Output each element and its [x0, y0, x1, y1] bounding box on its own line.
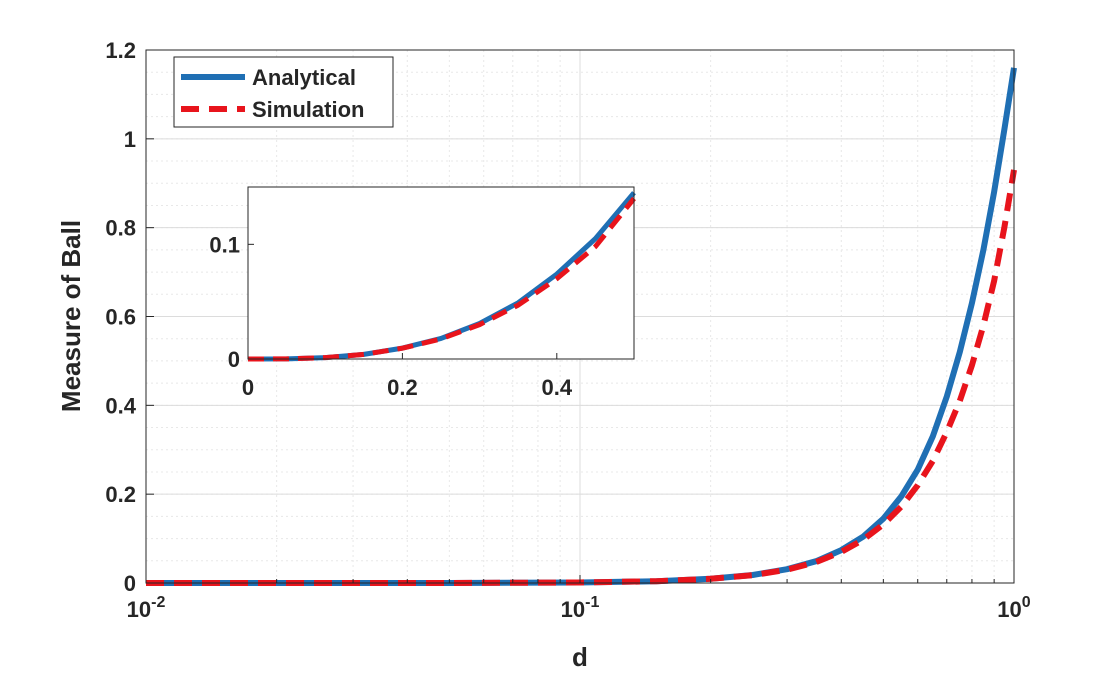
- legend-label-simulation: Simulation: [252, 97, 364, 122]
- y-tick-label: 1.2: [105, 38, 136, 63]
- legend: Analytical Simulation: [173, 56, 394, 128]
- inset-ticks: 0 0.1 0 0.2 0.4: [209, 232, 572, 400]
- inset-y-tick-label: 0.1: [209, 232, 240, 257]
- inset-x-tick-label: 0.4: [542, 375, 573, 400]
- legend-label-analytical: Analytical: [252, 65, 356, 90]
- inset-y-tick-label: 0: [228, 347, 240, 372]
- y-axis-label: Measure of Ball: [56, 220, 86, 412]
- x-axis-label: d: [572, 642, 588, 672]
- y-tick-label: 0.4: [105, 393, 136, 418]
- legend-box: [173, 56, 394, 128]
- inset-x-tick-label: 0: [242, 375, 254, 400]
- y-tick-label: 0.2: [105, 482, 136, 507]
- y-tick-label: 0.8: [105, 216, 136, 241]
- inset-series-group: [247, 191, 636, 362]
- inset-plot-frame: [247, 186, 635, 360]
- y-tick-label: 0: [124, 571, 136, 596]
- inset-background: [248, 187, 634, 359]
- series-line-analytical: [146, 67, 1017, 586]
- y-tick-label: 1: [124, 127, 136, 152]
- x-tick-label: 100: [997, 594, 1030, 622]
- main-series-group: [146, 67, 1017, 586]
- x-tick-label: 10-1: [561, 594, 600, 622]
- x-tick-label: 10-2: [127, 594, 166, 622]
- y-tick-label: 0.6: [105, 305, 136, 330]
- inset-series-line-simulation: [247, 196, 636, 362]
- inset-x-tick-label: 0.2: [387, 375, 418, 400]
- main-ticks: 0 0.2 0.4 0.6 0.8 1 1.2 10-2 10-1 100: [105, 38, 1030, 622]
- series-line-simulation: [146, 169, 1017, 586]
